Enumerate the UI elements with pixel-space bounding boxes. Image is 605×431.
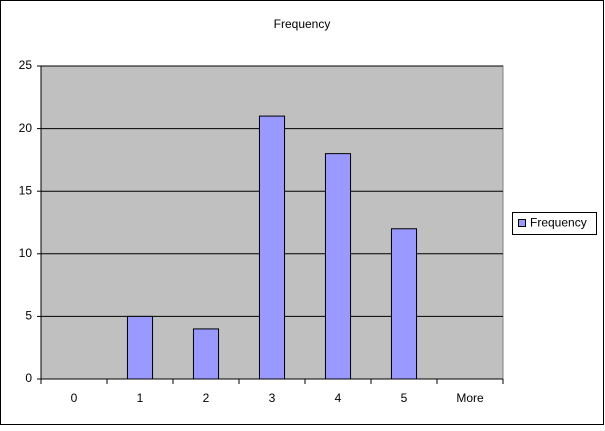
bar <box>390 228 418 380</box>
bar <box>126 315 154 380</box>
x-tick-label: 4 <box>335 391 342 405</box>
legend-box <box>512 212 597 235</box>
x-tick-label: 1 <box>137 391 144 405</box>
y-tick-label: 5 <box>25 309 32 323</box>
legend-swatch <box>518 219 526 227</box>
bar <box>258 115 286 380</box>
y-tick-label: 25 <box>19 58 33 72</box>
x-tick-label: 0 <box>71 391 78 405</box>
legend-label: Frequency <box>530 216 587 230</box>
chart-title: Frequency <box>274 17 331 31</box>
x-tick-label: More <box>456 391 484 405</box>
bar <box>324 153 352 380</box>
x-tick-label: 5 <box>401 391 408 405</box>
y-tick-label: 0 <box>25 371 32 385</box>
y-tick-label: 20 <box>19 121 33 135</box>
y-tick-label: 15 <box>19 183 33 197</box>
y-tick-label: 10 <box>19 246 33 260</box>
x-tick-label: 2 <box>203 391 210 405</box>
bar <box>192 328 220 380</box>
x-tick-label: 3 <box>269 391 276 405</box>
